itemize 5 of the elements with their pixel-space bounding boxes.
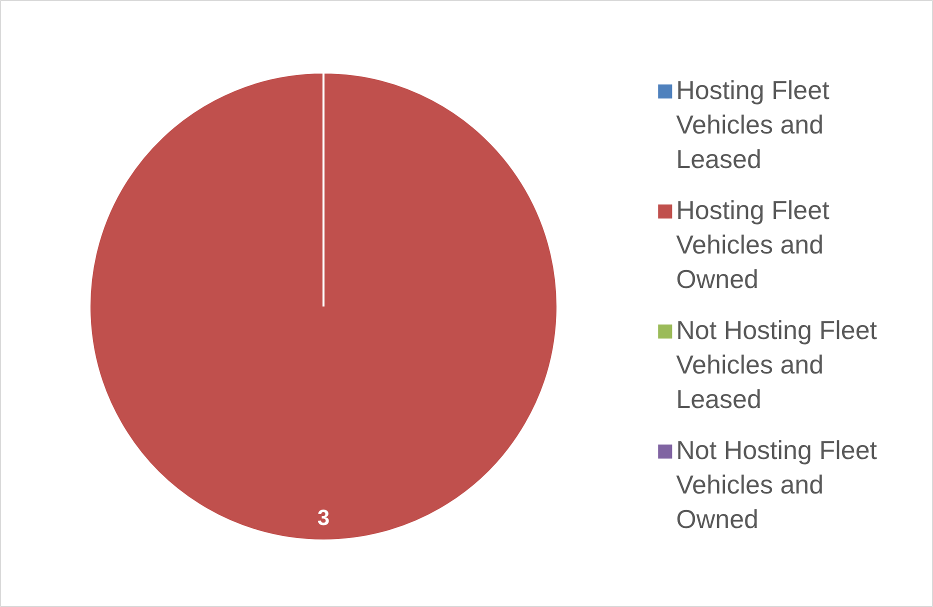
legend-label: Not Hosting Fleet Vehicles and Owned: [676, 435, 878, 534]
data-label: 3: [317, 505, 330, 530]
legend-label: Hosting Fleet Vehicles and Leased: [676, 75, 830, 174]
legend-label: Not Hosting Fleet Vehicles and Leased: [676, 315, 878, 414]
legend-label: Hosting Fleet Vehicles and Owned: [676, 195, 830, 294]
